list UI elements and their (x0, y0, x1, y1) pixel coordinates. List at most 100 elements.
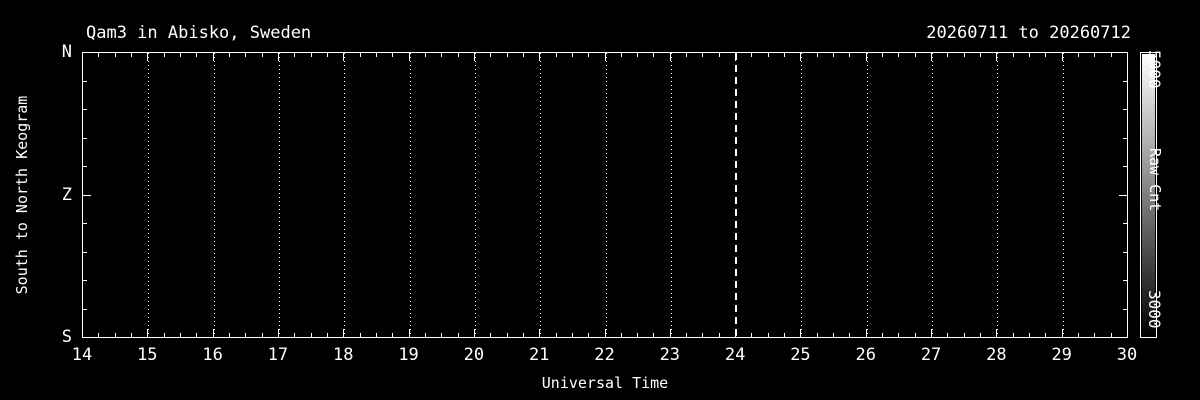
tick-mark (83, 195, 91, 196)
gridline-hour-18 (344, 53, 346, 337)
colorbar-max-label: 5000 (1145, 50, 1164, 89)
tick-mark (670, 53, 671, 61)
tick-mark (360, 333, 361, 337)
tick-mark (1123, 138, 1127, 139)
tick-mark (311, 53, 312, 57)
tick-mark (817, 53, 818, 57)
tick-mark (507, 53, 508, 57)
x-tick-label-29: 29 (1051, 345, 1072, 365)
colorbar-gradient (1142, 54, 1155, 336)
x-tick-label-15: 15 (137, 345, 158, 365)
tick-mark (245, 53, 246, 57)
tick-mark (898, 53, 899, 57)
tick-mark (360, 53, 361, 57)
tick-mark (409, 53, 410, 61)
tick-mark (800, 53, 801, 61)
tick-mark (1127, 53, 1128, 61)
tick-mark (294, 333, 295, 337)
tick-mark (262, 333, 263, 337)
gridline-hour-16 (213, 53, 215, 337)
keogram-image (83, 53, 1127, 337)
colorbar-title: Raw Cnt (1146, 148, 1164, 212)
tick-mark (213, 53, 214, 61)
tick-mark (196, 333, 197, 337)
gridline-hour-28 (997, 53, 999, 337)
tick-mark (131, 333, 132, 337)
tick-mark (605, 53, 606, 61)
tick-mark (898, 333, 899, 337)
tick-mark (1078, 333, 1079, 337)
tick-mark (490, 53, 491, 57)
tick-mark (539, 329, 540, 337)
tick-mark (996, 53, 997, 61)
tick-mark (915, 53, 916, 57)
tick-mark (327, 53, 328, 57)
y-tick-label-S: S (61, 327, 72, 347)
tick-mark (621, 333, 622, 337)
x-tick-label-28: 28 (986, 345, 1007, 365)
tick-mark (83, 280, 87, 281)
y-axis-label: South to North Keogram (13, 95, 31, 295)
tick-mark (621, 53, 622, 57)
tick-mark (1123, 223, 1127, 224)
tick-mark (196, 53, 197, 57)
tick-mark (278, 53, 279, 61)
x-tick-label-25: 25 (790, 345, 811, 365)
tick-mark (1119, 195, 1127, 196)
x-tick-label-24: 24 (724, 345, 746, 365)
tick-mark (653, 53, 654, 57)
x-tick-label-19: 19 (398, 345, 419, 365)
tick-mark (964, 53, 965, 57)
tick-mark (1111, 53, 1112, 57)
tick-mark (180, 333, 181, 337)
tick-mark (98, 53, 99, 57)
tick-mark (1111, 333, 1112, 337)
gridline-hour-21 (540, 53, 542, 337)
tick-mark (147, 53, 148, 61)
tick-mark (572, 53, 573, 57)
tick-mark (83, 309, 87, 310)
tick-mark (947, 53, 948, 57)
tick-mark (817, 333, 818, 337)
tick-mark (245, 333, 246, 337)
tick-mark (392, 333, 393, 337)
tick-mark (866, 329, 867, 337)
tick-mark (605, 329, 606, 337)
tick-mark (702, 53, 703, 57)
tick-mark (458, 53, 459, 57)
x-tick-label-20: 20 (463, 345, 485, 365)
tick-mark (719, 53, 720, 57)
tick-mark (229, 53, 230, 57)
tick-mark (83, 166, 87, 167)
tick-mark (882, 333, 883, 337)
tick-mark (343, 53, 344, 61)
tick-mark (800, 329, 801, 337)
tick-mark (327, 333, 328, 337)
x-tick-label-18: 18 (333, 345, 354, 365)
tick-mark (751, 333, 752, 337)
tick-mark (849, 333, 850, 337)
gridline-hour-23 (670, 53, 672, 337)
tick-mark (735, 329, 736, 337)
tick-mark (115, 333, 116, 337)
gridline-hour-25 (801, 53, 803, 337)
tick-mark (83, 109, 87, 110)
gridline-hour-19 (409, 53, 411, 337)
tick-mark (311, 333, 312, 337)
tick-mark (409, 329, 410, 337)
tick-mark (83, 52, 91, 53)
tick-mark (83, 337, 91, 338)
tick-mark (474, 329, 475, 337)
tick-mark (784, 333, 785, 337)
tick-mark (82, 53, 83, 61)
tick-mark (262, 53, 263, 57)
tick-mark (996, 329, 997, 337)
tick-mark (1123, 252, 1127, 253)
x-tick-label-22: 22 (594, 345, 615, 365)
tick-mark (964, 333, 965, 337)
tick-mark (164, 333, 165, 337)
tick-mark (83, 223, 87, 224)
tick-mark (947, 333, 948, 337)
tick-mark (1045, 53, 1046, 57)
